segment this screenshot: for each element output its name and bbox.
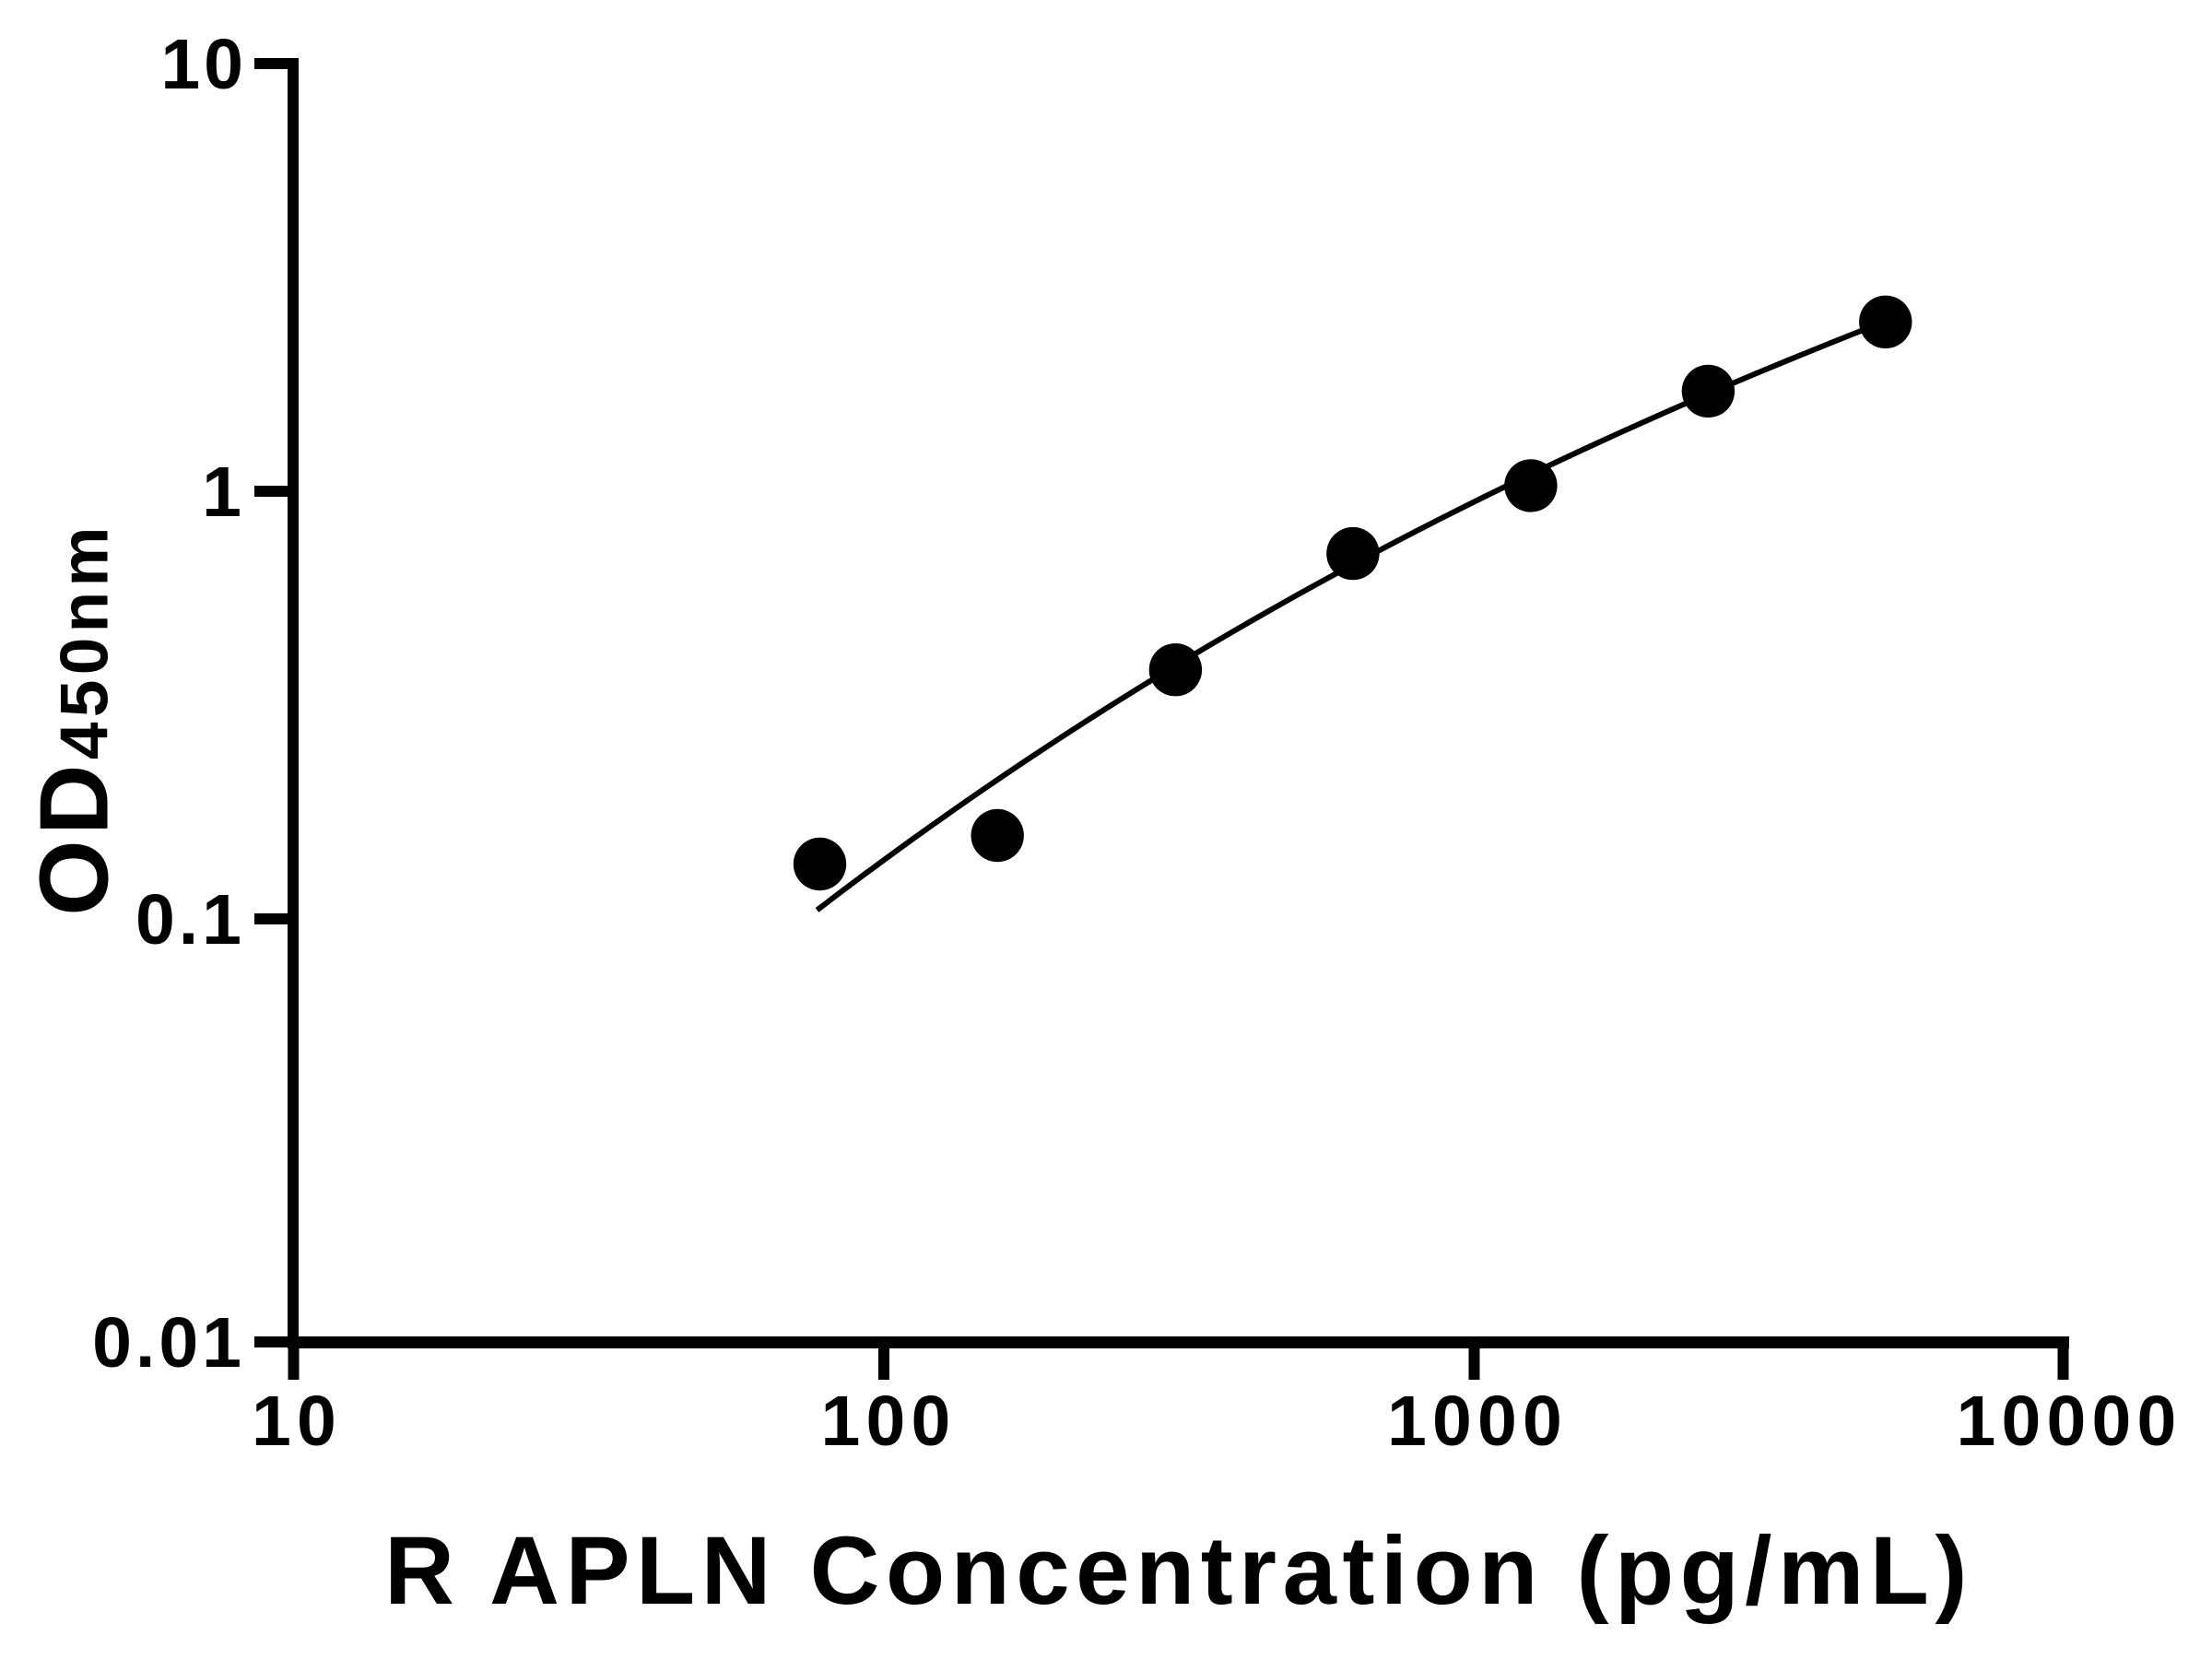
svg-text:10: 10 [252,1382,342,1461]
svg-text:10000: 10000 [1956,1382,2182,1461]
svg-text:100: 100 [820,1382,956,1461]
svg-text:1: 1 [202,453,245,532]
svg-text:0.1: 0.1 [135,880,245,959]
svg-text:0.01: 0.01 [92,1303,245,1382]
svg-text:1000: 1000 [1387,1382,1568,1461]
svg-text:R APLN Concentration (pg/mL): R APLN Concentration (pg/mL) [384,1517,1973,1625]
svg-text:10: 10 [160,25,247,104]
